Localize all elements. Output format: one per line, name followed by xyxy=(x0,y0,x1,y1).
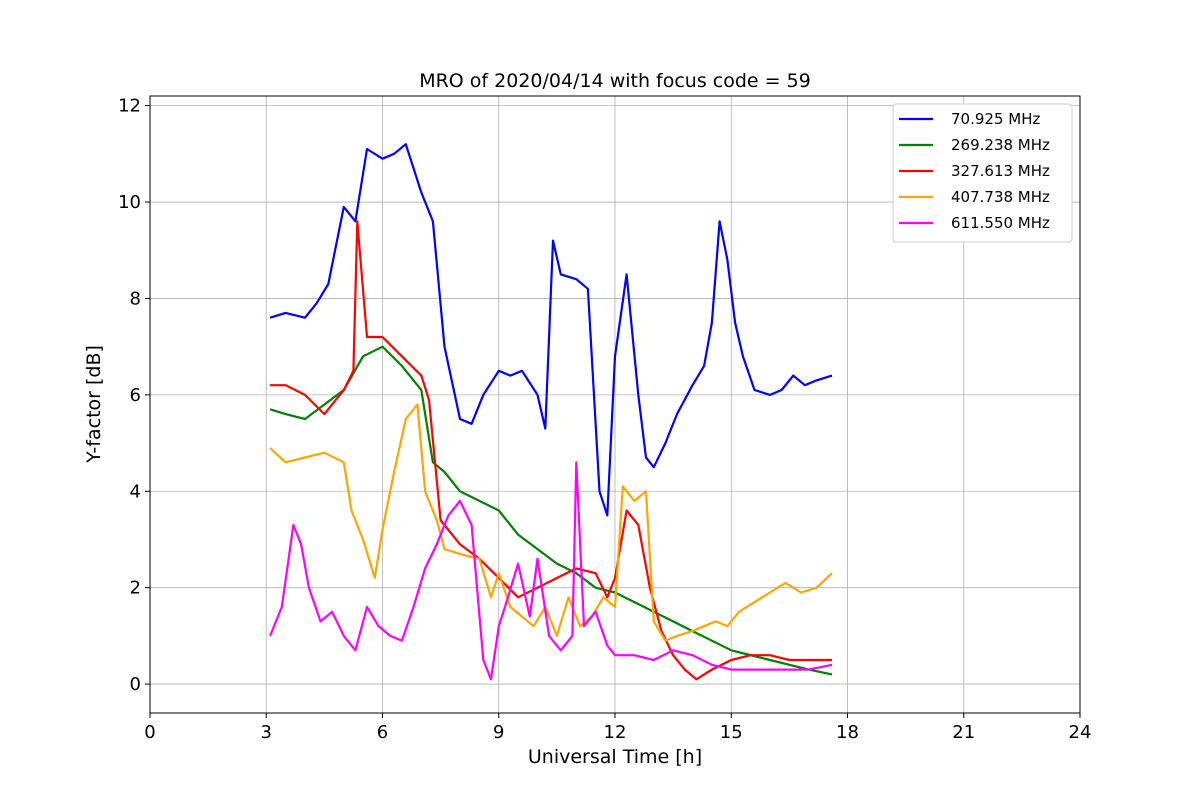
x-tick-label: 6 xyxy=(377,722,388,743)
x-axis-label: Universal Time [h] xyxy=(528,746,702,768)
x-tick-label: 15 xyxy=(720,722,743,743)
chart-title: MRO of 2020/04/14 with focus code = 59 xyxy=(419,70,811,92)
x-tick-label: 3 xyxy=(261,722,272,743)
x-tick-label: 0 xyxy=(144,722,155,743)
legend-box xyxy=(892,103,1073,243)
y-tick-label: 10 xyxy=(118,192,141,213)
legend-entry-label: 327.613 MHz xyxy=(951,162,1050,180)
x-tick-label: 12 xyxy=(604,722,627,743)
x-tick-label: 9 xyxy=(493,722,504,743)
series-line-5 xyxy=(269,461,833,681)
grid xyxy=(149,96,1081,713)
legend-entry-label: 269.238 MHz xyxy=(951,136,1050,154)
y-tick-label: 4 xyxy=(130,481,141,502)
x-tick-label: 24 xyxy=(1069,722,1092,743)
y-tick-label: 8 xyxy=(130,288,141,309)
series-line-2 xyxy=(269,345,833,676)
legend: 70.925 MHz 269.238 MHz 327.613 MHz 407.738 … xyxy=(892,103,1073,243)
legend-entry-label: 611.550 MHz xyxy=(951,214,1050,232)
series-line-3 xyxy=(270,220,832,681)
y-tick-label: 6 xyxy=(130,385,141,406)
x-tick-label: 18 xyxy=(836,722,859,743)
y-tick-label: 12 xyxy=(118,96,141,117)
series-line-4 xyxy=(269,403,833,642)
legend-entry-label: 70.925 MHz xyxy=(951,110,1040,128)
x-tick-label: 21 xyxy=(952,722,975,743)
series-lines xyxy=(269,143,833,681)
y-tick-label: 0 xyxy=(130,674,141,695)
legend-entry-label: 407.738 MHz xyxy=(951,188,1050,206)
y-tick-label: 2 xyxy=(130,578,141,599)
y-axis-label: Y-factor [dB] xyxy=(83,345,105,464)
series-line-1 xyxy=(269,143,833,517)
